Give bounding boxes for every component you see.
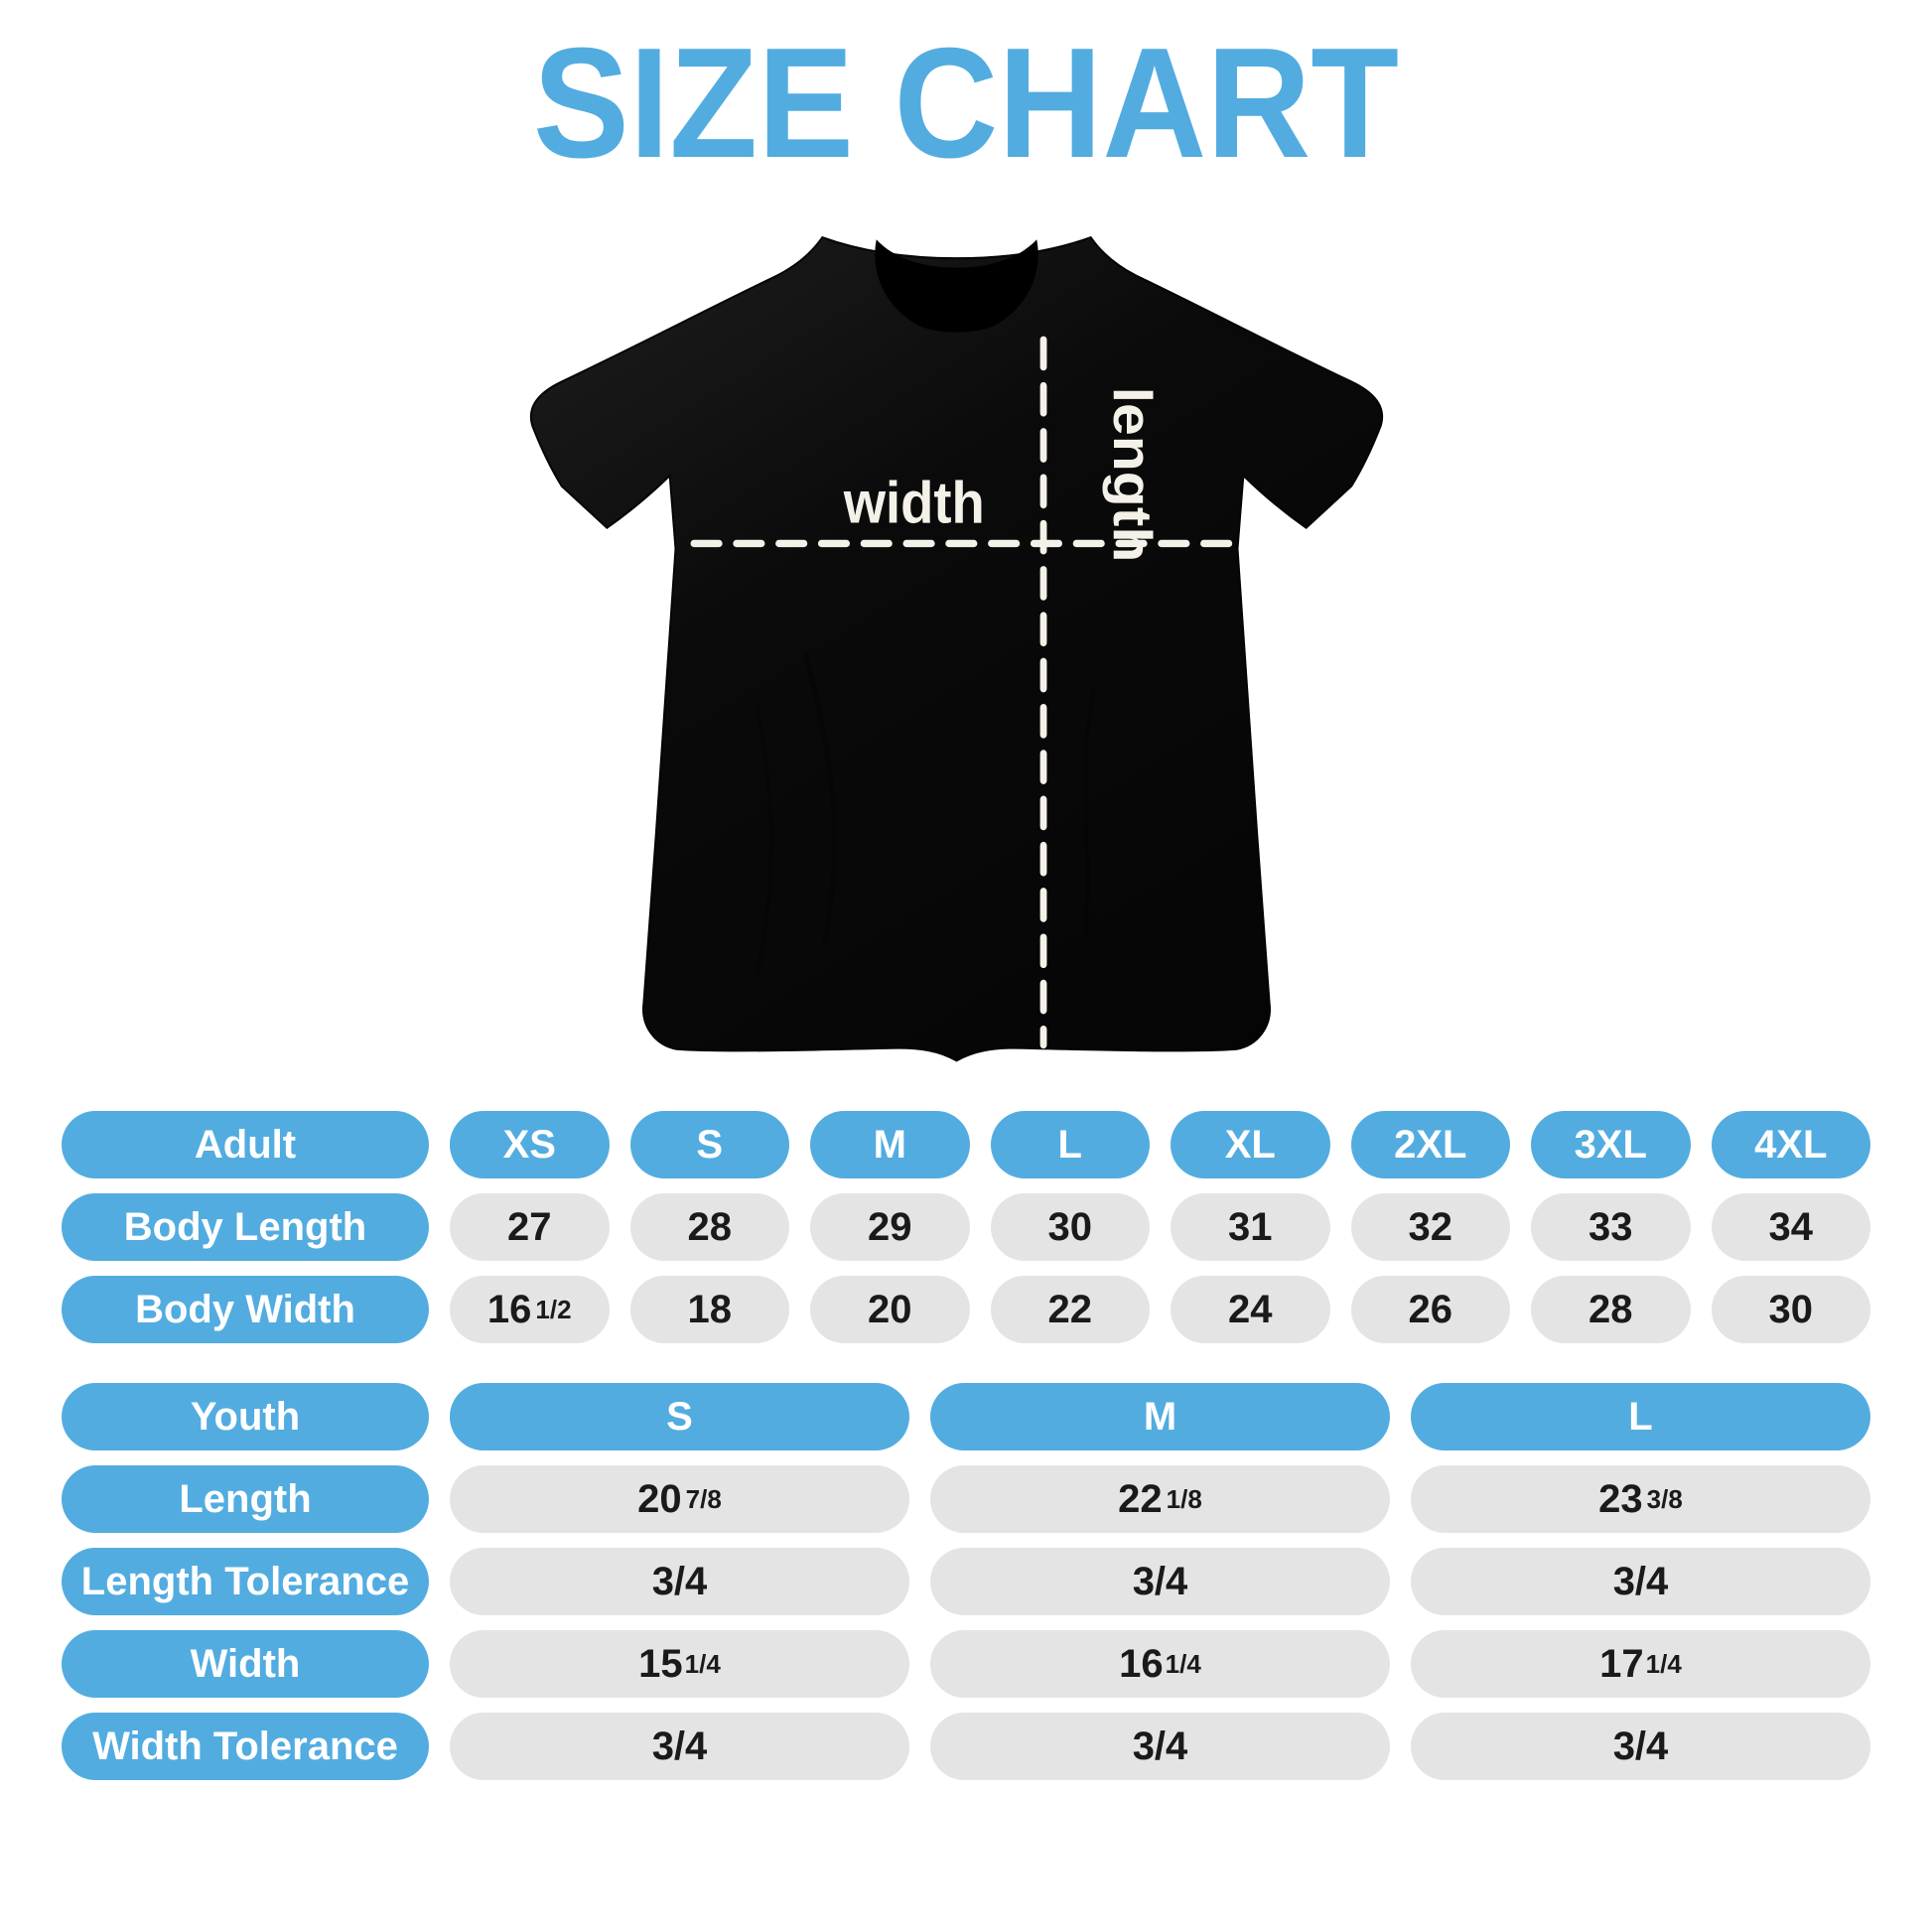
svg-text:width: width	[843, 471, 985, 535]
svg-text:length: length	[1102, 387, 1162, 563]
